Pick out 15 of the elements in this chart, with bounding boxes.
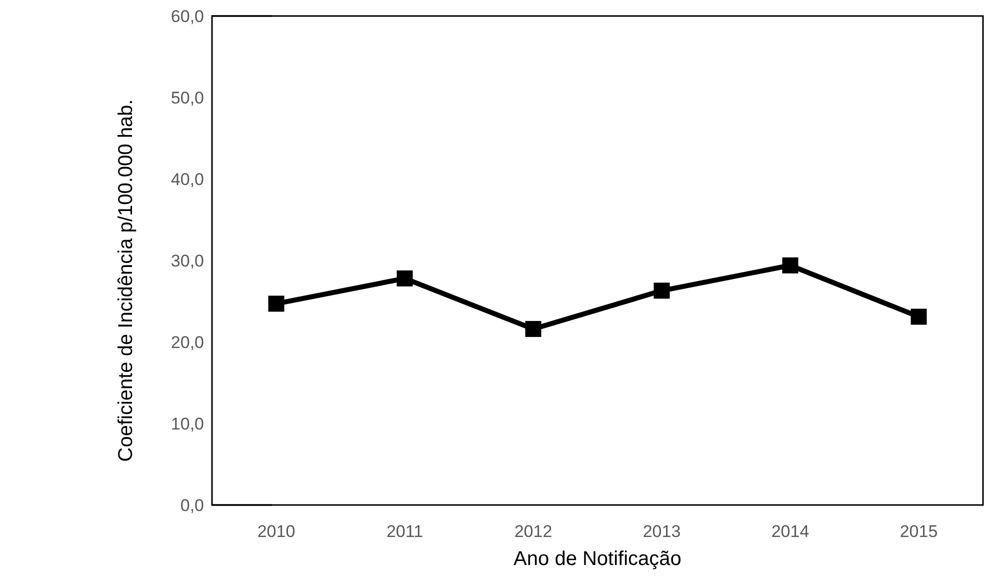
- y-tick-label: 30,0: [170, 251, 204, 270]
- y-tick-label: 0,0: [180, 496, 204, 515]
- y-axis-title: Coeficiente de Incidência p/100.000 hab.: [115, 99, 137, 462]
- y-tick-label: 60,0: [170, 6, 204, 26]
- y-tick-label: 50,0: [170, 88, 204, 108]
- x-tick-label: 2015: [900, 522, 938, 541]
- x-tick-label: 2012: [514, 522, 552, 541]
- y-tick-label: 40,0: [170, 170, 204, 189]
- x-tick-label: 2013: [642, 522, 681, 541]
- y-tick-label: 10,0: [170, 414, 204, 434]
- x-tick-label: 2011: [386, 522, 424, 541]
- x-tick-label: 2014: [771, 522, 810, 541]
- x-tick-label: 2010: [257, 522, 296, 541]
- y-tick-label: 20,0: [170, 332, 204, 352]
- x-axis-title: Ano de Notificação: [514, 548, 682, 570]
